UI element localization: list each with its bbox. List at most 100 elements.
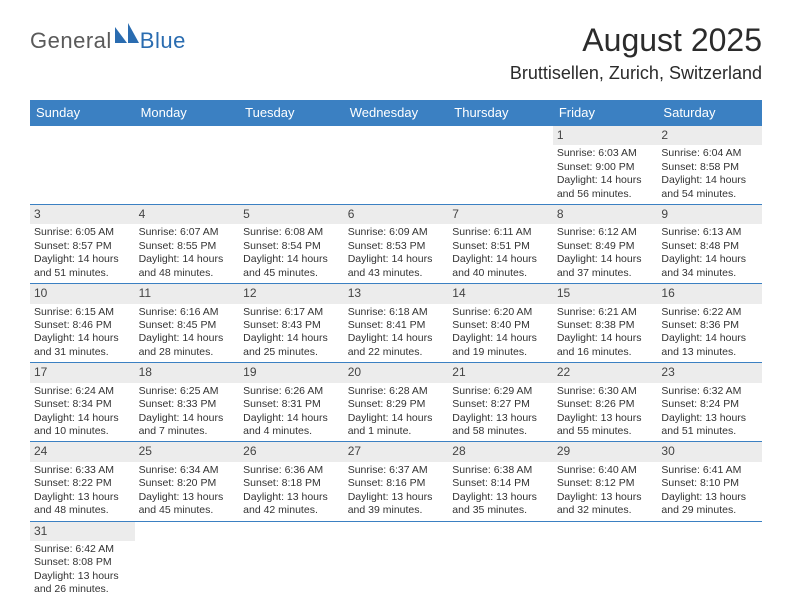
day-number: 27 [344, 442, 449, 461]
sunset-line: Sunset: 8:54 PM [243, 240, 340, 253]
daylight-line: Daylight: 13 hours and 48 minutes. [34, 491, 131, 518]
sunrise-line: Sunrise: 6:30 AM [557, 385, 654, 398]
daylight-line: Daylight: 14 hours and 56 minutes. [557, 174, 654, 201]
sunrise-line: Sunrise: 6:28 AM [348, 385, 445, 398]
calendar-cell: 16Sunrise: 6:22 AMSunset: 8:36 PMDayligh… [657, 284, 762, 363]
calendar-cell: 6Sunrise: 6:09 AMSunset: 8:53 PMDaylight… [344, 205, 449, 284]
daylight-line: Daylight: 14 hours and 7 minutes. [139, 412, 236, 439]
day-number: 20 [344, 363, 449, 382]
weekday-header: Friday [553, 100, 658, 126]
day-number: 28 [448, 442, 553, 461]
calendar-cell: 13Sunrise: 6:18 AMSunset: 8:41 PMDayligh… [344, 284, 449, 363]
day-number: 8 [553, 205, 658, 224]
sunset-line: Sunset: 8:57 PM [34, 240, 131, 253]
daylight-line: Daylight: 13 hours and 26 minutes. [34, 570, 131, 597]
day-number: 11 [135, 284, 240, 303]
sunrise-line: Sunrise: 6:07 AM [139, 226, 236, 239]
day-number: 16 [657, 284, 762, 303]
calendar-cell: 31Sunrise: 6:42 AMSunset: 8:08 PMDayligh… [30, 522, 135, 600]
day-number: 10 [30, 284, 135, 303]
day-number: 30 [657, 442, 762, 461]
calendar-cell: 10Sunrise: 6:15 AMSunset: 8:46 PMDayligh… [30, 284, 135, 363]
logo-sail-icon [114, 23, 140, 50]
weekday-header: Wednesday [344, 100, 449, 126]
sunset-line: Sunset: 8:14 PM [452, 477, 549, 490]
sunrise-line: Sunrise: 6:18 AM [348, 306, 445, 319]
calendar-cell: 17Sunrise: 6:24 AMSunset: 8:34 PMDayligh… [30, 363, 135, 442]
sunset-line: Sunset: 8:41 PM [348, 319, 445, 332]
weekday-header: Monday [135, 100, 240, 126]
calendar-cell: 3Sunrise: 6:05 AMSunset: 8:57 PMDaylight… [30, 205, 135, 284]
location: Bruttisellen, Zurich, Switzerland [510, 63, 762, 84]
daylight-line: Daylight: 13 hours and 42 minutes. [243, 491, 340, 518]
day-number: 7 [448, 205, 553, 224]
sunrise-line: Sunrise: 6:16 AM [139, 306, 236, 319]
daylight-line: Daylight: 14 hours and 10 minutes. [34, 412, 131, 439]
sunrise-line: Sunrise: 6:34 AM [139, 464, 236, 477]
calendar-cell: 21Sunrise: 6:29 AMSunset: 8:27 PMDayligh… [448, 363, 553, 442]
daylight-line: Daylight: 13 hours and 51 minutes. [661, 412, 758, 439]
sunrise-line: Sunrise: 6:15 AM [34, 306, 131, 319]
sunset-line: Sunset: 8:58 PM [661, 161, 758, 174]
daylight-line: Daylight: 14 hours and 22 minutes. [348, 332, 445, 359]
calendar-cell: 27Sunrise: 6:37 AMSunset: 8:16 PMDayligh… [344, 442, 449, 521]
calendar-cell-empty [448, 126, 553, 205]
daylight-line: Daylight: 14 hours and 4 minutes. [243, 412, 340, 439]
day-number: 5 [239, 205, 344, 224]
daylight-line: Daylight: 13 hours and 45 minutes. [139, 491, 236, 518]
title-block: August 2025 Bruttisellen, Zurich, Switze… [510, 22, 762, 84]
sunset-line: Sunset: 8:51 PM [452, 240, 549, 253]
sunset-line: Sunset: 8:33 PM [139, 398, 236, 411]
calendar-cell: 15Sunrise: 6:21 AMSunset: 8:38 PMDayligh… [553, 284, 658, 363]
calendar-cell-empty [135, 126, 240, 205]
sunrise-line: Sunrise: 6:37 AM [348, 464, 445, 477]
sunrise-line: Sunrise: 6:17 AM [243, 306, 340, 319]
daylight-line: Daylight: 14 hours and 25 minutes. [243, 332, 340, 359]
sunrise-line: Sunrise: 6:04 AM [661, 147, 758, 160]
daylight-line: Daylight: 14 hours and 34 minutes. [661, 253, 758, 280]
day-number: 19 [239, 363, 344, 382]
daylight-line: Daylight: 14 hours and 37 minutes. [557, 253, 654, 280]
daylight-line: Daylight: 14 hours and 51 minutes. [34, 253, 131, 280]
sunset-line: Sunset: 8:10 PM [661, 477, 758, 490]
calendar-cell: 23 Sunrise: 6:32 AMSunset: 8:24 PMDayligh… [657, 363, 762, 442]
weekday-header: Saturday [657, 100, 762, 126]
logo: General Blue [30, 28, 186, 54]
sunset-line: Sunset: 8:18 PM [243, 477, 340, 490]
calendar-cell: 9Sunrise: 6:13 AMSunset: 8:48 PMDaylight… [657, 205, 762, 284]
sunrise-line: Sunrise: 6:38 AM [452, 464, 549, 477]
day-number: 6 [344, 205, 449, 224]
sunset-line: Sunset: 8:53 PM [348, 240, 445, 253]
weekday-header: Thursday [448, 100, 553, 126]
calendar-cell: 12Sunrise: 6:17 AMSunset: 8:43 PMDayligh… [239, 284, 344, 363]
header: General Blue August 2025 Bruttisellen, Z… [0, 0, 792, 92]
daylight-line: Daylight: 13 hours and 55 minutes. [557, 412, 654, 439]
sunrise-line: Sunrise: 6:05 AM [34, 226, 131, 239]
calendar-cell: 14Sunrise: 6:20 AMSunset: 8:40 PMDayligh… [448, 284, 553, 363]
daylight-line: Daylight: 14 hours and 1 minute. [348, 412, 445, 439]
day-number: 22 [553, 363, 658, 382]
calendar-cell: 28Sunrise: 6:38 AMSunset: 8:14 PMDayligh… [448, 442, 553, 521]
sunrise-line: Sunrise: 6:13 AM [661, 226, 758, 239]
daylight-line: Daylight: 13 hours and 58 minutes. [452, 412, 549, 439]
sunrise-line: Sunrise: 6:32 AM [661, 385, 758, 398]
calendar-cell: 24Sunrise: 6:33 AMSunset: 8:22 PMDayligh… [30, 442, 135, 521]
day-number: 24 [30, 442, 135, 461]
calendar-cell: 22 Sunrise: 6:30 AMSunset: 8:26 PMDayligh… [553, 363, 658, 442]
sunset-line: Sunset: 8:26 PM [557, 398, 654, 411]
day-number: 23 [657, 363, 762, 382]
sunset-line: Sunset: 8:12 PM [557, 477, 654, 490]
daylight-line: Daylight: 14 hours and 54 minutes. [661, 174, 758, 201]
daylight-line: Daylight: 14 hours and 40 minutes. [452, 253, 549, 280]
sunset-line: Sunset: 8:24 PM [661, 398, 758, 411]
sunrise-line: Sunrise: 6:12 AM [557, 226, 654, 239]
calendar-cell: 18Sunrise: 6:25 AMSunset: 8:33 PMDayligh… [135, 363, 240, 442]
day-number: 12 [239, 284, 344, 303]
calendar-cell: 29Sunrise: 6:40 AMSunset: 8:12 PMDayligh… [553, 442, 658, 521]
page-title: August 2025 [510, 22, 762, 59]
day-number: 29 [553, 442, 658, 461]
sunset-line: Sunset: 8:29 PM [348, 398, 445, 411]
sunset-line: Sunset: 8:49 PM [557, 240, 654, 253]
sunset-line: Sunset: 8:27 PM [452, 398, 549, 411]
calendar-cell: 11Sunrise: 6:16 AMSunset: 8:45 PMDayligh… [135, 284, 240, 363]
